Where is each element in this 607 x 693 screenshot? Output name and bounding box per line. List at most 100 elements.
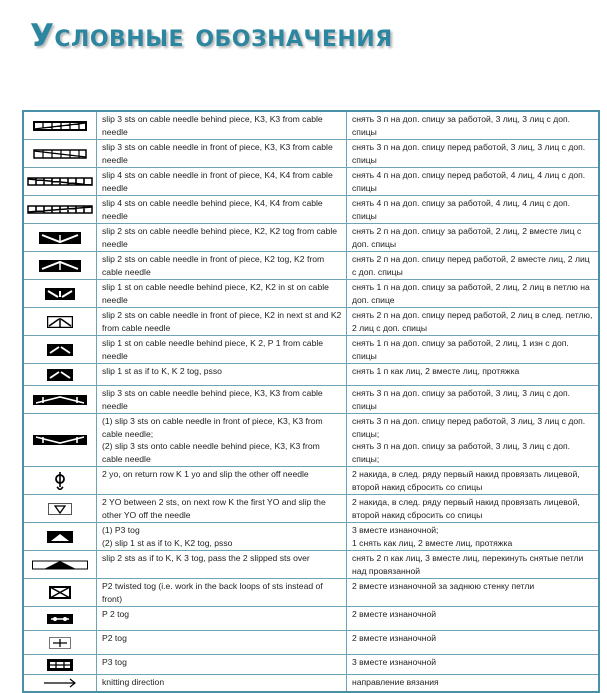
russian-description: снять 1 п как лиц, 2 вместе лиц, протяжк… [346,363,600,386]
description-line: (1) P3 tog [102,525,140,535]
english-description: 2 yo, on return row K 1 yo and slip the … [96,466,347,495]
table-row: P 2 tog 2 вместе изнаночной [22,606,600,631]
cable-4-4-front-icon [24,177,96,186]
description-line: снять 1 п на доп. спицу за работой, 2 ли… [352,338,569,361]
table-row: (1) slip 3 sts on cable needle in front … [22,413,600,467]
symbol-cell [22,654,97,675]
description-line: снять 2 п на доп. спицу за работой, 2 ли… [352,226,582,249]
table-row: slip 1 st on cable needle behind piece, … [22,335,600,364]
russian-description: снять 4 п на доп. спицу перед работой, 4… [346,167,600,196]
cable-3-3-behind-icon [24,120,96,131]
cable-2-p1-behind-icon [24,343,96,356]
description-line: 2 накида, в след. ряду первый накид пров… [352,469,580,492]
table-row: slip 3 sts on cable needle in front of p… [22,139,600,168]
symbol-cell [22,195,97,224]
symbol-cell [22,223,97,252]
english-description: slip 2 sts as if to K, K 3 tog, pass the… [96,550,347,579]
table-row: 2 YO between 2 sts, on next row K the fi… [22,494,600,523]
cable-1-2-behind-icon [24,287,96,300]
description-line: P2 twisted tog (i.e. work in the back lo… [102,581,323,604]
p2tog-icon [24,613,96,624]
english-description: slip 3 sts on cable needle in front of p… [96,139,347,168]
description-line: slip 3 sts on cable needle behind piece,… [102,114,323,137]
description-line: slip 1 st as if to K, K 2 tog, psso [102,366,222,376]
description-line: снять 1 п на доп. спицу за работой, 2 ли… [352,282,590,305]
description-line: (2) slip 1 st as if to K, K2 tog, psso [102,537,233,548]
symbol-cell [22,385,97,414]
english-description: slip 1 st on cable needle behind piece, … [96,335,347,364]
russian-description: снять 3 п на доп. спицу перед работой, 3… [346,139,600,168]
description-line: 2 YO between 2 sts, on next row K the fi… [102,497,326,520]
description-line: slip 4 sts on cable needle in front of p… [102,170,333,193]
cable-2-2tog-behind-icon [24,231,96,244]
russian-description: 3 вместе изнаночной; 1 снять как лиц, 2 в… [346,522,600,551]
english-description: P3 tog [96,654,347,675]
cable-3-3-front-icon [24,148,96,159]
description-line: 2 yo, on return row K 1 yo and slip the … [102,469,309,479]
symbol-cell [22,335,97,364]
english-description: slip 3 sts on cable needle behind piece,… [96,110,347,140]
russian-description: снять 2 п на доп. спицу перед работой, 2… [346,251,600,280]
table-row: slip 3 sts on cable needle behind piece,… [22,110,600,140]
description-line: slip 3 sts on cable needle behind piece,… [102,388,323,411]
cable-2-2-front-icon [24,315,96,328]
symbol-cell [22,279,97,308]
english-description: P2 twisted tog (i.e. work in the back lo… [96,578,347,607]
english-description: 2 YO between 2 sts, on next row K the fi… [96,494,347,523]
description-line: (1) slip 3 sts on cable needle in front … [102,416,323,439]
symbol-cell [22,550,97,579]
english-description: slip 2 sts on cable needle in front of p… [96,307,347,336]
table-row: slip 4 sts on cable needle in front of p… [22,167,600,196]
symbol-cell [22,139,97,168]
russian-description: 2 накида, в след. ряду первый накид пров… [346,466,600,495]
russian-description: снять 4 п на доп. спицу за работой, 4 ли… [346,195,600,224]
description-line: slip 2 sts on cable needle in front of p… [102,310,342,333]
english-description: P 2 tog [96,606,347,631]
english-description: slip 1 st on cable needle behind piece, … [96,279,347,308]
description-line: 2 накида, в след. ряду первый накид пров… [352,497,580,520]
p3tog-icon [24,530,96,543]
table-row: slip 4 sts on cable needle behind piece,… [22,195,600,224]
description-line: slip 2 sts on cable needle behind piece,… [102,226,338,249]
cable-2tog-2-front-icon [24,259,96,272]
english-description: (1) slip 3 sts on cable needle in front … [96,413,347,467]
symbol-cell [22,251,97,280]
description-line: slip 2 sts as if to K, K 3 tog, pass the… [102,553,310,563]
description-line: снять 2 п на доп. спицу перед работой, 2… [352,254,590,277]
symbol-cell [22,522,97,551]
russian-description: снять 3 п на доп. спицу за работой, 3 ли… [346,385,600,414]
english-description: slip 1 st as if to K, K 2 tog, psso [96,363,347,386]
table-row: 2 yo, on return row K 1 yo and slip the … [22,466,600,495]
english-description: knitting direction [96,674,347,692]
symbol-cell [22,578,97,607]
russian-description: 2 вместе изнаночной за заднюю стенку пет… [346,578,600,607]
english-description: slip 2 sts on cable needle in front of p… [96,251,347,280]
description-line: снять 1 п как лиц, 2 вместе лиц, протяжк… [352,366,520,376]
description-line: slip 1 st on cable needle behind piece, … [102,338,324,361]
page-title: Условные обозначения [30,18,393,54]
cable-4-4-behind-icon [24,205,96,214]
english-description: (1) P3 tog (2) slip 1 st as if to K, K2 t… [96,522,347,551]
sl2-k3tog-p2sso-icon [24,560,96,570]
description-line: P2 tog [102,633,127,643]
description-line: снять 4 п на доп. спицу за работой, 4 ли… [352,198,571,221]
sl1-k2tog-psso-icon [24,368,96,381]
description-line: slip 3 sts on cable needle in front of p… [102,142,333,165]
arrow-right-icon [24,678,96,688]
english-description: slip 2 sts on cable needle behind piece,… [96,223,347,252]
english-description: P2 tog [96,630,347,655]
description-line: P3 tog [102,657,127,667]
symbol-cell [22,363,97,386]
description-line: снять 2 п как лиц, 3 вместе лиц, перекин… [352,553,584,576]
english-description: slip 4 sts on cable needle in front of p… [96,167,347,196]
p2tog-icon [24,636,96,649]
description-line: снять 4 п на доп. спицу перед работой, 4… [352,170,586,193]
symbol-cell [22,674,97,692]
symbol-cell [22,167,97,196]
russian-description: снять 2 п как лиц, 3 вместе лиц, перекин… [346,550,600,579]
description-line: 2 вместе изнаночной за заднюю стенку пет… [352,581,535,591]
description-line: slip 4 sts on cable needle behind piece,… [102,198,323,221]
table-row: P3 tog 3 вместе изнаночной [22,654,600,675]
russian-description: 2 накида, в след. ряду первый накид пров… [346,494,600,523]
russian-description: 3 вместе изнаночной [346,654,600,675]
